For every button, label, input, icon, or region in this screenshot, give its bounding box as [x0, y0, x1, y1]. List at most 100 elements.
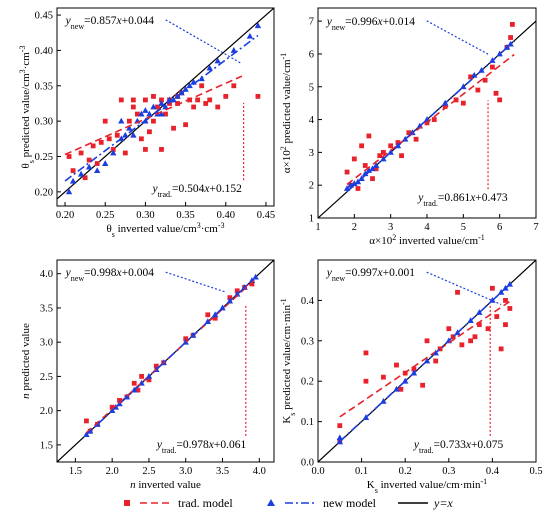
trad-point	[424, 338, 430, 344]
trad-point	[102, 118, 108, 124]
y-tick-label: 4.0	[40, 269, 53, 280]
y-axis-label: n predicted value	[20, 323, 32, 399]
trad-point	[490, 285, 495, 291]
new-point	[186, 82, 193, 89]
x-axis-label: n inverted value	[130, 479, 201, 491]
trad-equation: ytrad.=0.861x+0.473	[417, 192, 508, 208]
trad-point	[503, 322, 508, 328]
trad-point	[366, 133, 372, 139]
x-tick-label: 2.5	[142, 466, 155, 477]
new-point	[254, 22, 262, 29]
trad-point	[146, 377, 152, 383]
trad-point	[199, 83, 205, 89]
plot-area	[57, 260, 274, 462]
new-point	[69, 177, 77, 184]
x-tick-label: 7	[533, 222, 538, 233]
new-point	[77, 170, 85, 177]
y-tick-label: 0.20	[35, 187, 53, 198]
trad-point	[94, 161, 100, 166]
new-fit-line	[339, 283, 511, 443]
trad-point	[131, 380, 137, 386]
trad-point	[191, 104, 197, 110]
y-tick-label: 0.30	[35, 117, 53, 128]
new-fit-line	[346, 40, 515, 193]
x-tick-label: 5	[461, 222, 466, 233]
x-tick-label: 0.25	[96, 210, 114, 221]
trad-point	[183, 122, 188, 128]
trad-point	[114, 132, 120, 138]
trad-point	[249, 281, 255, 287]
trad-point	[411, 366, 417, 372]
new-point	[110, 149, 117, 156]
y-tick-label: 3	[309, 148, 314, 159]
trad-point	[508, 35, 513, 40]
y-tick-label: 0.1	[301, 417, 314, 428]
y-axis-label: α×102 predicted value/cm-1	[279, 53, 294, 173]
y-tick-label: 2	[309, 181, 314, 192]
x-tick-label: 1	[315, 222, 320, 233]
trad-point	[163, 111, 168, 117]
trad-point	[151, 118, 156, 124]
trad-point	[433, 358, 439, 364]
plot-area	[318, 20, 536, 218]
x-tick-label: 0.30	[136, 210, 154, 221]
new-point	[365, 167, 373, 173]
y-tick-label: 2.5	[40, 372, 53, 383]
new-point	[158, 100, 165, 106]
new-point	[174, 92, 181, 99]
trad-point	[377, 153, 383, 159]
y-tick-label: 0.3	[301, 336, 314, 347]
trad-point	[138, 136, 144, 142]
y-tick-label: 3.5	[40, 303, 53, 314]
y-tick-label: 0.45	[35, 11, 53, 22]
x-tick-label: 2	[352, 222, 357, 233]
trad-point	[406, 130, 412, 136]
y-tick-label: 0.2	[301, 377, 314, 388]
trad-point	[344, 169, 350, 175]
trad-point	[159, 97, 164, 103]
new-pointer	[165, 271, 227, 293]
plot-frame	[56, 259, 275, 463]
x-tick-label: 3.5	[216, 466, 229, 477]
new-point	[230, 47, 238, 53]
trad-point	[139, 374, 144, 379]
y-tick-label: 3.0	[40, 338, 53, 349]
trad-point	[494, 314, 500, 319]
trad-point	[442, 104, 448, 109]
trad-point	[507, 306, 513, 311]
trad-point	[399, 153, 404, 159]
trad-point	[118, 97, 124, 103]
trad-point	[126, 118, 132, 124]
trad-point	[413, 136, 419, 142]
new-point	[142, 107, 149, 113]
trad-point	[78, 150, 84, 156]
y-tick-label: 1.5	[40, 440, 53, 451]
x-tick-label: 1.5	[69, 466, 82, 477]
legend-trad-marker	[124, 500, 130, 506]
trad-point	[175, 101, 180, 106]
y-axis-label: Ks predicted value/cm·min-1	[279, 298, 297, 423]
new-point	[126, 124, 133, 131]
new-point	[387, 148, 394, 155]
trad-point	[450, 334, 456, 340]
new-point	[138, 110, 145, 117]
identity-line	[57, 8, 274, 200]
trad-point	[98, 139, 104, 145]
trad-point	[231, 83, 237, 89]
new-point	[336, 434, 343, 441]
trad-point	[151, 93, 156, 99]
trad-equation: ytrad.=0.978x+0.061	[156, 439, 247, 455]
trad-point	[70, 168, 76, 174]
trad-point	[109, 404, 115, 410]
trad-point	[381, 374, 386, 380]
trad-point	[394, 362, 399, 368]
new-equation: ynew=0.997x+0.001	[326, 267, 416, 283]
trad-point	[66, 154, 72, 159]
new-point	[214, 57, 221, 64]
trad-point	[381, 149, 386, 155]
panel-d: 0.0 0.1 0.2 0.3 0.4 0.50.00.10.20.30.4Ks inve…	[279, 259, 543, 495]
y-tick-label: 0.25	[35, 152, 53, 163]
x-tick-label: 0.35	[176, 210, 194, 221]
y-tick-label: 4	[309, 115, 315, 126]
x-tick-label: 0.1	[355, 466, 368, 477]
